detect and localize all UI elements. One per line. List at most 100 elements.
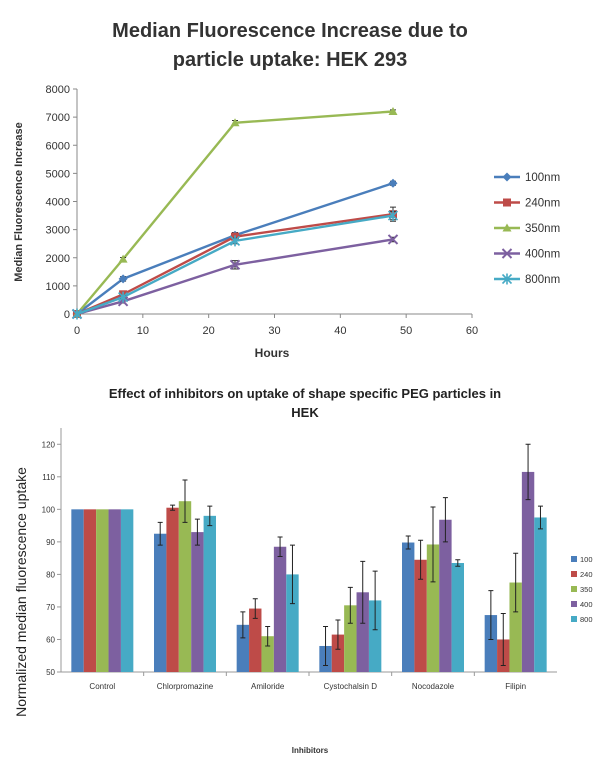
chart2-title-line2: HEK xyxy=(291,405,319,420)
legend-swatch-240 xyxy=(571,571,577,577)
chart1-y-tick-label: 6000 xyxy=(46,140,70,152)
bar-350 xyxy=(96,509,109,672)
error-bar xyxy=(488,590,494,640)
bar-400 xyxy=(521,471,535,672)
legend-marker-350nm xyxy=(502,223,512,232)
legend-swatch-400 xyxy=(571,601,577,607)
error-bar xyxy=(277,536,283,558)
error-bar xyxy=(418,539,424,580)
chart2-x-tick-label: Filipin xyxy=(505,682,526,691)
bar-350 xyxy=(178,501,192,672)
bar-800 xyxy=(451,563,464,672)
chart1-x-tick-label: 20 xyxy=(203,325,215,337)
bar-800 xyxy=(534,517,547,672)
data-point-800nm xyxy=(229,235,241,247)
legend-swatch-100 xyxy=(571,556,577,562)
error-bar xyxy=(182,479,188,523)
legend-label-800nm: 800nm xyxy=(525,274,560,286)
chart1-y-tick-label: 8000 xyxy=(46,84,70,96)
bar-800 xyxy=(120,509,134,672)
data-point-350nm xyxy=(118,254,128,263)
error-bar xyxy=(525,443,531,501)
series-line-350nm xyxy=(76,110,394,315)
bar-400 xyxy=(108,509,121,672)
error-bar xyxy=(537,505,543,530)
legend-label-240: 240 xyxy=(580,570,593,579)
series-line-400nm xyxy=(76,238,394,316)
error-bar xyxy=(442,497,448,543)
chart2-y-tick-label: 50 xyxy=(46,668,55,677)
chart1-x-tick-label: 60 xyxy=(466,325,478,337)
bar-800 xyxy=(203,515,216,672)
bar-800 xyxy=(286,574,299,672)
chart1-y-axis-label: Median Fluorescence Increase xyxy=(13,122,25,282)
chart2-x-tick-label: Control xyxy=(89,682,115,691)
data-point-350nm xyxy=(230,118,240,127)
chart1-x-axis-label: Hours xyxy=(255,346,290,360)
data-point-400nm xyxy=(387,234,399,245)
chart2-y-tick-label: 90 xyxy=(46,538,55,547)
error-bar xyxy=(207,505,213,527)
error-bar xyxy=(157,521,163,546)
chart1-y-tick-label: 4000 xyxy=(46,197,70,209)
chart2-y-axis-label: Normalized median fluorescence uptake xyxy=(13,467,29,717)
bar-400 xyxy=(191,532,204,672)
chart1-y-tick-label: 2000 xyxy=(46,253,70,265)
bar-100 xyxy=(484,615,498,672)
error-bar xyxy=(335,619,341,650)
legend-label-100nm: 100nm xyxy=(525,172,560,184)
chart2-y-tick-label: 80 xyxy=(46,570,55,579)
chart2-y-tick-label: 100 xyxy=(42,505,56,514)
bar-400 xyxy=(273,546,287,672)
data-point-800nm xyxy=(71,308,83,320)
error-bar xyxy=(323,625,329,666)
inhibitor-bar-chart: Effect of inhibitors on uptake of shape … xyxy=(13,386,593,755)
bar-240 xyxy=(331,634,345,672)
data-point-100nm xyxy=(388,178,398,188)
legend-marker-800nm xyxy=(501,273,513,285)
chart2-title-line1: Effect of inhibitors on uptake of shape … xyxy=(109,386,501,401)
series-line-800nm xyxy=(76,214,394,316)
error-bar xyxy=(194,518,200,546)
data-point-100nm xyxy=(118,274,128,284)
bar-240 xyxy=(414,559,427,672)
chart2-x-tick-label: Amiloride xyxy=(251,682,285,691)
chart1-x-tick-label: 30 xyxy=(268,325,280,337)
chart2-y-tick-label: 110 xyxy=(42,473,55,482)
data-point-800nm xyxy=(118,291,129,303)
chart1-x-tick-label: 0 xyxy=(74,325,80,337)
legend-marker-240nm xyxy=(503,198,511,207)
chart2-y-tick-label: 70 xyxy=(46,603,55,612)
bar-350 xyxy=(426,544,440,672)
bar-800 xyxy=(368,600,382,672)
bar-100 xyxy=(236,624,250,672)
legend-marker-100nm xyxy=(502,172,512,182)
error-bar xyxy=(405,535,411,550)
chart1-y-tick-label: 0 xyxy=(64,309,70,321)
legend-label-350: 350 xyxy=(580,585,593,594)
series-line-240nm xyxy=(76,212,394,316)
error-bar xyxy=(513,552,519,613)
chart1-y-tick-label: 1000 xyxy=(46,281,70,293)
legend-label-800: 800 xyxy=(580,615,593,624)
error-bar xyxy=(500,612,506,666)
legend-label-100: 100 xyxy=(580,555,593,564)
error-bar xyxy=(265,625,271,647)
bar-350 xyxy=(261,636,274,672)
chart2-x-tick-label: Chlorpromazine xyxy=(157,682,214,691)
legend-swatch-350 xyxy=(571,586,577,592)
bar-240 xyxy=(166,507,179,672)
chart2-y-tick-label: 60 xyxy=(46,635,55,644)
bar-240 xyxy=(83,509,97,672)
data-point-800nm xyxy=(387,210,399,222)
chart2-x-tick-label: Nocodazole xyxy=(412,682,455,691)
data-point-400nm xyxy=(229,259,241,270)
bar-350 xyxy=(509,582,522,672)
chart1-x-tick-label: 50 xyxy=(400,325,412,337)
error-bar xyxy=(360,560,366,624)
legend-label-240nm: 240nm xyxy=(525,198,560,210)
chart1-x-tick-label: 40 xyxy=(334,325,346,337)
chart1-x-tick-label: 10 xyxy=(137,325,149,337)
chart2-x-axis-label: Inhibitors xyxy=(292,746,329,755)
error-bar xyxy=(240,611,246,639)
